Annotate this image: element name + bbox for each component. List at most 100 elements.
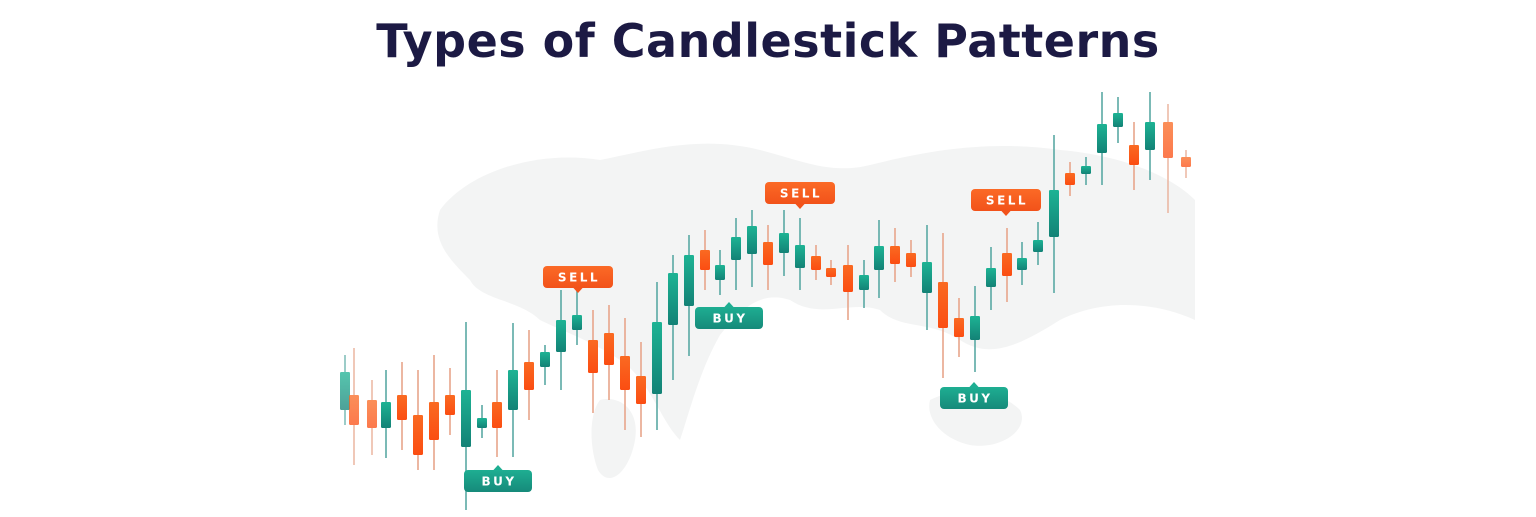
bullish-candle xyxy=(1145,92,1155,180)
candle-body xyxy=(461,390,471,447)
bullish-candle xyxy=(715,250,725,295)
bearish-candle xyxy=(588,310,598,413)
bullish-candle xyxy=(1033,222,1043,265)
bullish-candle xyxy=(986,247,996,310)
candle-body xyxy=(826,268,836,277)
candle-body xyxy=(843,265,853,292)
candle-body xyxy=(795,245,805,268)
candle-body xyxy=(397,395,407,420)
pointer-down-icon xyxy=(795,203,805,209)
candle-body xyxy=(477,418,487,428)
candle-body xyxy=(954,318,964,337)
candle-body xyxy=(1113,113,1123,127)
candle-body xyxy=(779,233,789,253)
page-title: Types of Candlestick Patterns xyxy=(376,14,1160,68)
bullish-candle xyxy=(922,225,932,330)
candle-body xyxy=(970,316,980,340)
candles-layer xyxy=(340,92,1191,510)
bearish-candle xyxy=(397,362,407,450)
bullish-candle xyxy=(540,345,550,385)
bearish-candle xyxy=(604,305,614,400)
candle-body xyxy=(1163,122,1173,158)
buy-signal-tag: BUY xyxy=(695,302,763,329)
candle-body xyxy=(731,237,741,260)
candle-body xyxy=(890,246,900,264)
signal-label: BUY xyxy=(712,312,747,326)
candle-body xyxy=(349,395,359,425)
candle-body xyxy=(1049,190,1059,237)
bullish-candle xyxy=(1097,92,1107,185)
candle-body xyxy=(668,273,678,325)
bullish-candle xyxy=(779,210,789,276)
candle-body xyxy=(620,356,630,390)
bearish-candle xyxy=(349,348,359,465)
signal-label: BUY xyxy=(957,392,992,406)
candle-body xyxy=(700,250,710,270)
bearish-candle xyxy=(843,245,853,320)
bullish-candle xyxy=(668,255,678,380)
candle-body xyxy=(811,256,821,270)
candle-body xyxy=(922,262,932,293)
bullish-candle xyxy=(508,323,518,457)
candle-body xyxy=(445,395,455,415)
pointer-down-icon xyxy=(1001,210,1011,216)
bearish-candle xyxy=(367,380,377,455)
bearish-candle xyxy=(429,355,439,470)
bearish-candle xyxy=(1129,122,1139,190)
bearish-candle xyxy=(1002,228,1012,302)
bullish-candle xyxy=(684,235,694,356)
bullish-candle xyxy=(340,355,350,425)
candle-body xyxy=(636,376,646,404)
bearish-candle xyxy=(524,330,534,420)
candle-body xyxy=(556,320,566,352)
buy-signal-tag: BUY xyxy=(464,465,532,492)
candle-body xyxy=(715,265,725,280)
bullish-candle xyxy=(1017,242,1027,285)
candle-body xyxy=(906,253,916,267)
pointer-up-icon xyxy=(493,465,503,471)
bullish-candle xyxy=(874,220,884,298)
signals-layer: BUY SELL BUY SELL BUY SELL xyxy=(464,182,1041,492)
candle-body xyxy=(986,268,996,287)
sell-signal-tag: SELL xyxy=(543,266,613,293)
candle-body xyxy=(859,275,869,290)
candle-body xyxy=(1017,258,1027,270)
bearish-candle xyxy=(636,342,646,437)
candle-body xyxy=(747,226,757,254)
bearish-candle xyxy=(700,230,710,290)
bullish-candle xyxy=(381,370,391,458)
candle-body xyxy=(1097,124,1107,153)
candle-body xyxy=(381,402,391,428)
buy-signal-tag: BUY xyxy=(940,382,1008,409)
bearish-candle xyxy=(1163,104,1173,213)
bearish-candle xyxy=(811,245,821,280)
signal-label: SELL xyxy=(558,271,600,285)
bullish-candle xyxy=(556,290,566,390)
bearish-candle xyxy=(954,298,964,357)
sell-signal-tag: SELL xyxy=(765,182,835,209)
candle-body xyxy=(1033,240,1043,252)
signal-label: SELL xyxy=(986,194,1028,208)
bearish-candle xyxy=(763,225,773,290)
bearish-candle xyxy=(1065,162,1075,196)
candle-body xyxy=(508,370,518,410)
candle-body xyxy=(340,372,350,410)
bullish-candle xyxy=(1113,97,1123,143)
bearish-candle xyxy=(620,318,630,430)
bearish-candle xyxy=(890,228,900,282)
candle-body xyxy=(1002,253,1012,276)
bullish-candle xyxy=(970,286,980,372)
signal-label: BUY xyxy=(481,475,516,489)
candle-body xyxy=(938,282,948,328)
candle-body xyxy=(1181,157,1191,167)
candle-body xyxy=(604,333,614,365)
bullish-candle xyxy=(477,405,487,438)
bullish-candle xyxy=(747,210,757,287)
candle-body xyxy=(1145,122,1155,150)
candle-body xyxy=(492,402,502,428)
candle-body xyxy=(1065,173,1075,185)
candle-body xyxy=(367,400,377,428)
sell-signal-tag: SELL xyxy=(971,189,1041,216)
bearish-candle xyxy=(826,260,836,285)
bullish-candle xyxy=(1081,157,1091,185)
